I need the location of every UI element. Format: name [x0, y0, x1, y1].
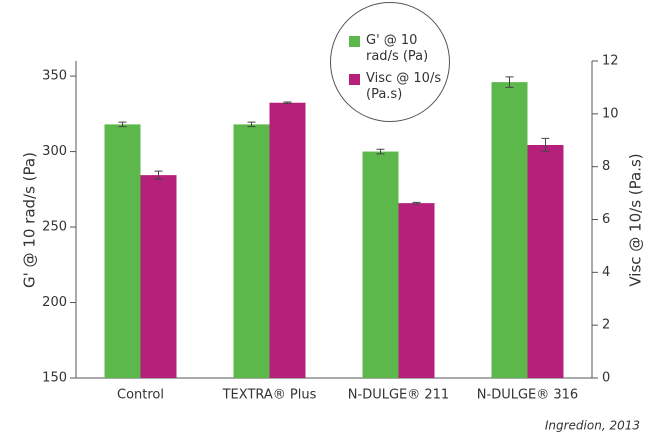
error-bar	[376, 148, 385, 155]
y2-axis-label: Visc @ 10/s (Pa.s)	[627, 153, 645, 286]
legend-label: Visc @ 10/s (Pa.s)	[366, 71, 442, 102]
bar	[233, 124, 270, 379]
error-bar	[154, 170, 163, 180]
legend-label: G' @ 10 rad/s (Pa)	[366, 33, 429, 64]
y2-tick-label: 12	[602, 54, 619, 69]
x-tick-label: N-DULGE® 316	[477, 388, 578, 403]
legend-item: Visc @ 10/s (Pa.s)	[349, 71, 449, 103]
y2-tick-label: 0	[602, 371, 610, 386]
legend-swatch	[349, 36, 360, 47]
error-bar	[412, 201, 421, 205]
bar	[398, 203, 435, 378]
bar	[362, 151, 399, 378]
bar	[140, 175, 177, 378]
bar	[491, 82, 528, 378]
y-tick-label: 350	[42, 69, 67, 84]
y-tick-label: 150	[42, 371, 67, 386]
y2-tick-label: 4	[602, 265, 610, 280]
error-bar	[247, 121, 256, 128]
error-bar	[283, 101, 292, 105]
y-tick-label: 200	[42, 295, 67, 310]
legend-item: G' @ 10 rad/s (Pa)	[349, 33, 449, 65]
y2-tick-label: 2	[602, 318, 610, 333]
bar	[104, 124, 141, 379]
bar	[527, 145, 564, 378]
error-bar	[505, 76, 514, 88]
legend-swatch	[349, 74, 360, 85]
error-bar	[541, 137, 550, 153]
x-tick-label: TEXTRA® Plus	[222, 388, 317, 403]
bar	[269, 102, 306, 378]
x-tick-label: Control	[117, 388, 164, 403]
source: Ingredion, 2013	[545, 419, 640, 433]
y2-tick-label: 8	[602, 159, 610, 174]
legend: G' @ 10 rad/s (Pa) Visc @ 10/s (Pa.s)	[330, 2, 450, 122]
y-tick-label: 250	[42, 220, 67, 235]
x-tick-label: N-DULGE® 211	[348, 388, 449, 403]
error-bar	[118, 121, 127, 128]
y2-tick-label: 6	[602, 212, 610, 227]
y-tick-label: 300	[42, 144, 67, 159]
y-axis-label: G' @ 10 rad/s (Pa)	[21, 152, 39, 288]
y2-tick-label: 10	[602, 106, 619, 121]
